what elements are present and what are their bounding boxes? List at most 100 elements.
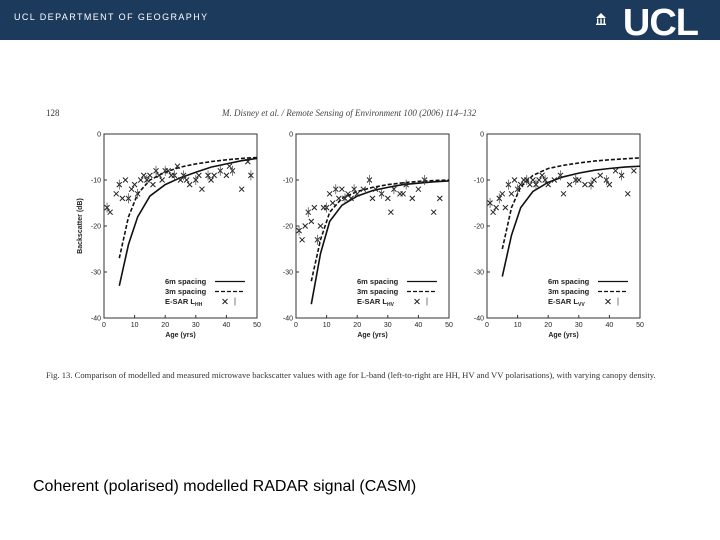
legend-marker (605, 298, 611, 305)
data-point-marker (302, 223, 309, 229)
data-point-marker (508, 190, 515, 197)
legend-label: 6m spacing (165, 277, 207, 286)
legend-subscript: HH (195, 302, 203, 308)
data-point-marker (545, 181, 552, 188)
y-tick-label: -20 (474, 224, 484, 231)
x-tick-label: 40 (223, 322, 231, 329)
data-point-marker (165, 167, 172, 174)
data-point-marker (177, 177, 184, 183)
data-point-marker (335, 195, 342, 202)
data-point-marker (308, 218, 315, 225)
data-point-marker (122, 177, 129, 183)
data-point-marker (159, 177, 165, 183)
data-point-marker (326, 190, 333, 197)
data-point-marker (591, 177, 597, 183)
data-point-marker (128, 186, 135, 193)
data-point-marker (174, 163, 181, 170)
data-point-marker (400, 190, 406, 197)
x-tick-label: 30 (384, 322, 392, 329)
legend-label: 3m spacing (165, 287, 207, 296)
data-point-marker (147, 172, 153, 179)
y-tick-label: -40 (283, 316, 293, 323)
ucl-portico-icon (596, 13, 606, 25)
x-tick-label: 50 (253, 322, 261, 329)
data-point-marker (612, 167, 619, 174)
data-point-marker (384, 195, 391, 202)
data-point-marker (329, 200, 336, 206)
data-point-marker (223, 172, 230, 179)
data-point-marker (530, 177, 536, 183)
data-point-marker (388, 209, 394, 216)
data-point-marker (113, 190, 120, 197)
x-axis-label: Age (yrs) (165, 332, 195, 339)
data-point-marker (566, 181, 573, 188)
legend-label: E-SAR LHV (357, 297, 395, 308)
figure-caption: Fig. 13. Comparison of modelled and meas… (46, 370, 656, 380)
data-point-marker (339, 186, 345, 193)
department-name: UCL DEPARTMENT OF GEOGRAPHY (14, 12, 209, 22)
y-tick-label: -10 (283, 178, 293, 185)
data-point-marker (199, 186, 205, 193)
paper-reference: M. Disney et al. / Remote Sensing of Env… (222, 108, 477, 118)
series-line-6m (501, 165, 641, 277)
y-tick-label: -20 (91, 224, 101, 231)
data-point-marker (186, 181, 193, 188)
x-tick-label: 0 (485, 322, 489, 329)
data-point-marker (430, 209, 437, 216)
y-tick-label: -10 (474, 178, 484, 185)
x-tick-label: 0 (102, 322, 106, 329)
data-point-marker (137, 177, 144, 183)
data-point-marker (415, 186, 422, 193)
data-point-marker (551, 177, 558, 183)
data-point-marker (369, 195, 376, 202)
data-point-marker (511, 177, 518, 183)
data-point-marker (490, 209, 496, 216)
header-bar: UCL DEPARTMENT OF GEOGRAPHY UCL (0, 0, 720, 44)
data-point-marker (536, 177, 542, 183)
data-point-marker (244, 158, 251, 165)
legend-label: 6m spacing (357, 277, 399, 286)
x-tick-label: 30 (192, 322, 200, 329)
data-point-marker (345, 190, 351, 197)
series-line-6m (118, 157, 258, 286)
data-point-marker (119, 195, 126, 202)
data-point-marker (597, 172, 604, 179)
x-tick-label: 30 (575, 322, 583, 329)
data-point-marker (409, 195, 416, 202)
data-point-marker (360, 186, 367, 193)
x-tick-label: 20 (544, 322, 552, 329)
data-point-marker (317, 223, 324, 229)
data-point-marker (150, 181, 156, 188)
data-point-marker (624, 190, 631, 197)
legend-label: E-SAR LVV (548, 297, 585, 308)
data-point-marker (526, 181, 533, 188)
data-point-marker (372, 186, 379, 193)
y-tick-label: 0 (97, 132, 101, 139)
y-tick-label: -10 (91, 178, 101, 185)
legend-label: 3m spacing (548, 287, 590, 296)
legend-subscript: VV (578, 302, 585, 308)
data-point-marker (606, 181, 613, 188)
x-tick-label: 50 (445, 322, 453, 329)
x-tick-label: 10 (131, 322, 139, 329)
x-tick-label: 40 (606, 322, 614, 329)
x-axis-label: Age (yrs) (357, 332, 387, 339)
data-point-marker (196, 172, 202, 179)
y-tick-label: -30 (91, 270, 101, 277)
y-tick-label: 0 (289, 132, 293, 139)
x-tick-label: 10 (323, 322, 331, 329)
data-point-marker (226, 163, 233, 170)
y-tick-label: 0 (480, 132, 484, 139)
data-point-marker (208, 177, 214, 183)
y-tick-label: -40 (474, 316, 484, 323)
data-point-marker (107, 209, 113, 216)
ucl-logo: UCL (622, 2, 699, 44)
y-tick-label: -30 (283, 270, 293, 277)
legend-marker (414, 298, 420, 305)
data-point-marker (502, 204, 509, 211)
y-tick-label: -30 (474, 270, 484, 277)
x-tick-label: 20 (161, 322, 169, 329)
series-line-3m (118, 156, 258, 259)
legend-marker (222, 298, 228, 305)
slide-caption: Coherent (polarised) modelled RADAR sign… (33, 478, 417, 495)
